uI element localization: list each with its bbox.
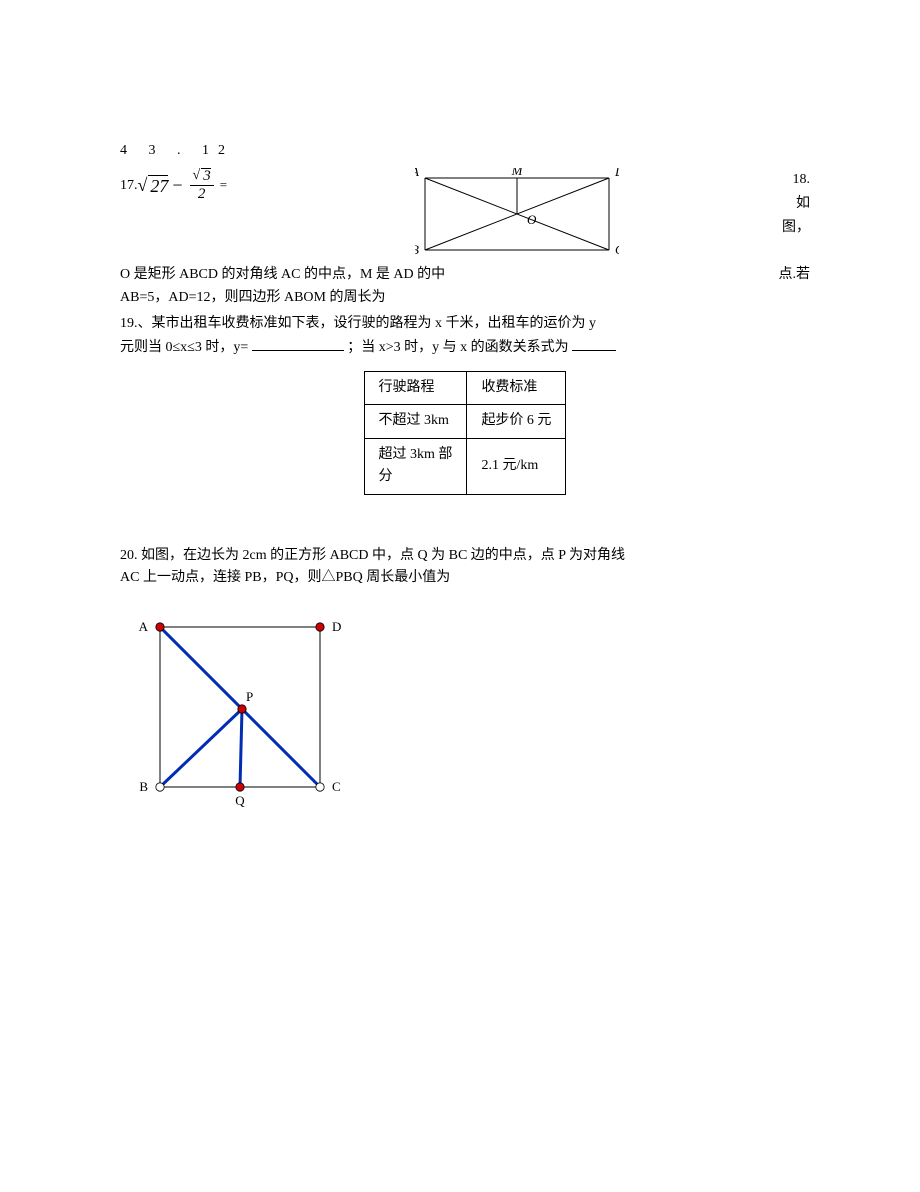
table-cell: 起步价 6 元 bbox=[467, 405, 566, 438]
sqrt-arg: 27 bbox=[150, 172, 168, 201]
q18-line1: O 是矩形 ABCD 的对角线 AC 的中点，M 是 AD 的中 bbox=[120, 264, 771, 286]
q19-line1: 19.、某市出租车收费标准如下表，设行驶的路程为 x 千米，出租车的运价为 y bbox=[120, 313, 810, 335]
q20-figure: A D B C Q P bbox=[120, 597, 810, 825]
frac-num: 3 bbox=[203, 169, 211, 185]
table-header-1: 行驶路程 bbox=[364, 371, 467, 404]
q18-number: 18. bbox=[793, 168, 811, 192]
q19-l2a: 元则当 0≤x≤3 时，y= bbox=[120, 340, 252, 355]
q18-right-text: 18. 如 图， bbox=[776, 168, 810, 239]
table-header-2: 收费标准 bbox=[467, 371, 566, 404]
q18-text-a: 如 bbox=[796, 192, 810, 216]
table-cell: 2.1 元/km bbox=[467, 438, 566, 494]
blank-1 bbox=[252, 336, 344, 351]
svg-text:O: O bbox=[527, 212, 537, 227]
q18-body: O 是矩形 ABCD 的对角线 AC 的中点，M 是 AD 的中 点.若 bbox=[120, 264, 810, 286]
square-diagram: A D B C Q P bbox=[120, 597, 350, 817]
svg-text:D: D bbox=[332, 619, 341, 634]
q18-figure: A D B C M O bbox=[227, 168, 776, 260]
q20-line2: AC 上一动点，连接 PB，PQ，则△PBQ 周长最小值为 bbox=[120, 567, 810, 589]
rectangle-diagram: A D B C M O bbox=[415, 168, 619, 260]
q17: 17. √27 − √3 2 = bbox=[120, 168, 227, 203]
fraction: √3 2 bbox=[190, 168, 214, 203]
q17-q18-row: 17. √27 − √3 2 = A D B C M O 18. 如 图， bbox=[120, 168, 810, 260]
table-cell: 超过 3km 部 分 bbox=[364, 438, 467, 494]
q20-line1: 20. 如图，在边长为 2cm 的正方形 ABCD 中，点 Q 为 BC 边的中… bbox=[120, 545, 810, 567]
q17-number: 17. bbox=[120, 175, 138, 197]
q18-cont: 点.若 bbox=[779, 264, 811, 286]
section-header: 4 3 . 12 bbox=[120, 140, 810, 162]
minus-sign: − bbox=[172, 171, 182, 200]
q18-line2: AB=5，AD=12，则四边形 ABOM 的周长为 bbox=[120, 287, 810, 309]
svg-text:P: P bbox=[246, 689, 253, 704]
table-row: 行驶路程 收费标准 bbox=[364, 371, 566, 404]
svg-text:A: A bbox=[139, 619, 149, 634]
q17-formula: √27 − √3 2 = bbox=[138, 168, 228, 203]
svg-text:B: B bbox=[415, 242, 419, 257]
sqrt-icon: √ bbox=[138, 171, 148, 200]
equals-sign: = bbox=[220, 175, 227, 196]
frac-den: 2 bbox=[198, 186, 206, 203]
blank-2 bbox=[572, 336, 616, 351]
q19-line2: 元则当 0≤x≤3 时，y= ；当 x>3 时，y 与 x 的函数关系式为 bbox=[120, 336, 810, 359]
svg-text:M: M bbox=[510, 168, 523, 178]
q18-text-b: 图， bbox=[782, 216, 810, 240]
table-row: 不超过 3km 起步价 6 元 bbox=[364, 405, 566, 438]
q19-l2b: ；当 x>3 时，y 与 x 的函数关系式为 bbox=[344, 340, 572, 355]
table-cell: 不超过 3km bbox=[364, 405, 467, 438]
svg-text:B: B bbox=[139, 779, 148, 794]
svg-text:Q: Q bbox=[235, 793, 245, 808]
svg-text:D: D bbox=[614, 168, 619, 179]
table-row: 超过 3km 部 分 2.1 元/km bbox=[364, 438, 566, 494]
svg-text:A: A bbox=[415, 168, 419, 179]
header-text: 4 3 . 12 bbox=[120, 143, 234, 158]
fare-table: 行驶路程 收费标准 不超过 3km 起步价 6 元 超过 3km 部 分 2.1… bbox=[364, 371, 567, 495]
svg-text:C: C bbox=[615, 242, 619, 257]
svg-text:C: C bbox=[332, 779, 341, 794]
